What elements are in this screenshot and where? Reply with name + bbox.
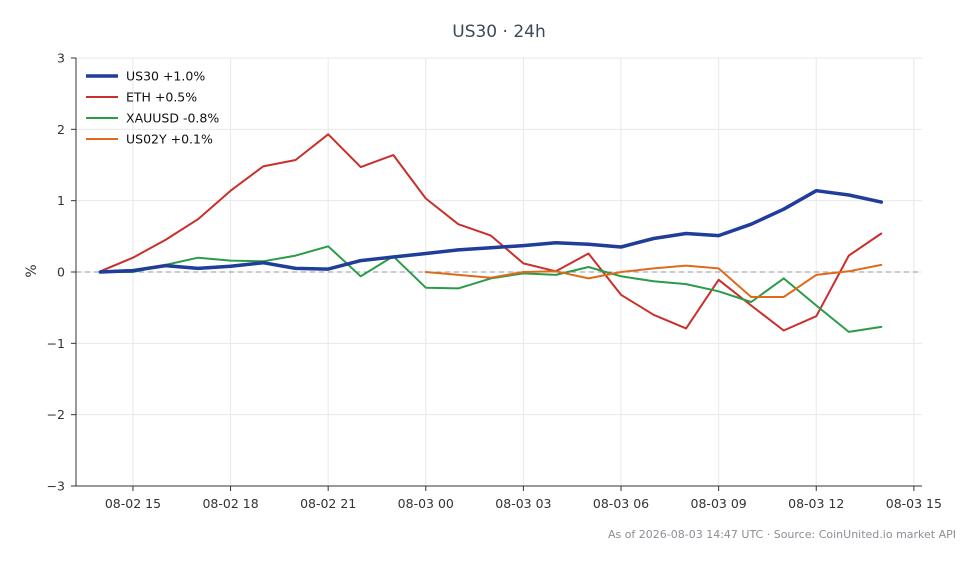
y-tick-label: −2 [47, 407, 65, 422]
x-tick-label: 08-03 00 [398, 496, 454, 511]
x-tick-label: 08-02 15 [105, 496, 161, 511]
y-tick-label: −1 [47, 336, 65, 351]
y-tick-label: 1 [57, 193, 65, 208]
y-axis-label: % [24, 264, 40, 277]
legend-label-us30: US30 +1.0% [126, 69, 205, 84]
legend-label-eth: ETH +0.5% [126, 90, 197, 105]
series-line-eth [99, 133, 883, 332]
chart-title: US30 · 24h [452, 22, 545, 42]
y-tick-label: 2 [57, 122, 65, 137]
legend: US30 +1.0% ETH +0.5% XAUUSD -0.8% US02Y +0.… [86, 69, 219, 147]
axes: 3 2 1 0 −1 −2 −3 08-02 15 08-02 18 08-02 21 08-03 … [47, 51, 942, 512]
y-tick-label: 3 [57, 51, 65, 66]
y-tick-label: −3 [47, 479, 65, 494]
x-tick-label: 08-03 15 [886, 496, 942, 511]
footer-source: As of 2026-08-03 14:47 UTC · Source: Coi… [608, 528, 956, 541]
series-layer [98, 133, 884, 333]
legend-label-xauusd: XAUUSD -0.8% [126, 111, 219, 126]
x-tick-label: 08-03 06 [593, 496, 649, 511]
series-line-us30 [98, 188, 884, 274]
series-line-xauusd [99, 245, 883, 333]
y-tick-label: 0 [57, 265, 65, 280]
x-tick-label: 08-02 21 [300, 496, 356, 511]
series-line-us02y [424, 263, 883, 298]
legend-label-us02y: US02Y +0.1% [126, 132, 213, 147]
x-tick-label: 08-03 09 [691, 496, 747, 511]
x-tick-label: 08-02 18 [202, 496, 258, 511]
x-tick-label: 08-03 03 [495, 496, 551, 511]
x-tick-label: 08-03 12 [788, 496, 844, 511]
